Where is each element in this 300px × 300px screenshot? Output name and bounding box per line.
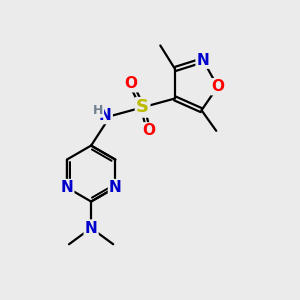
Text: N: N xyxy=(99,108,112,123)
Text: N: N xyxy=(85,220,98,236)
Text: H: H xyxy=(93,104,103,117)
Text: N: N xyxy=(61,180,73,195)
Text: N: N xyxy=(196,53,209,68)
Text: O: O xyxy=(124,76,137,91)
Text: O: O xyxy=(211,79,224,94)
Text: O: O xyxy=(142,123,155,138)
Text: N: N xyxy=(109,180,122,195)
Text: S: S xyxy=(136,98,149,116)
